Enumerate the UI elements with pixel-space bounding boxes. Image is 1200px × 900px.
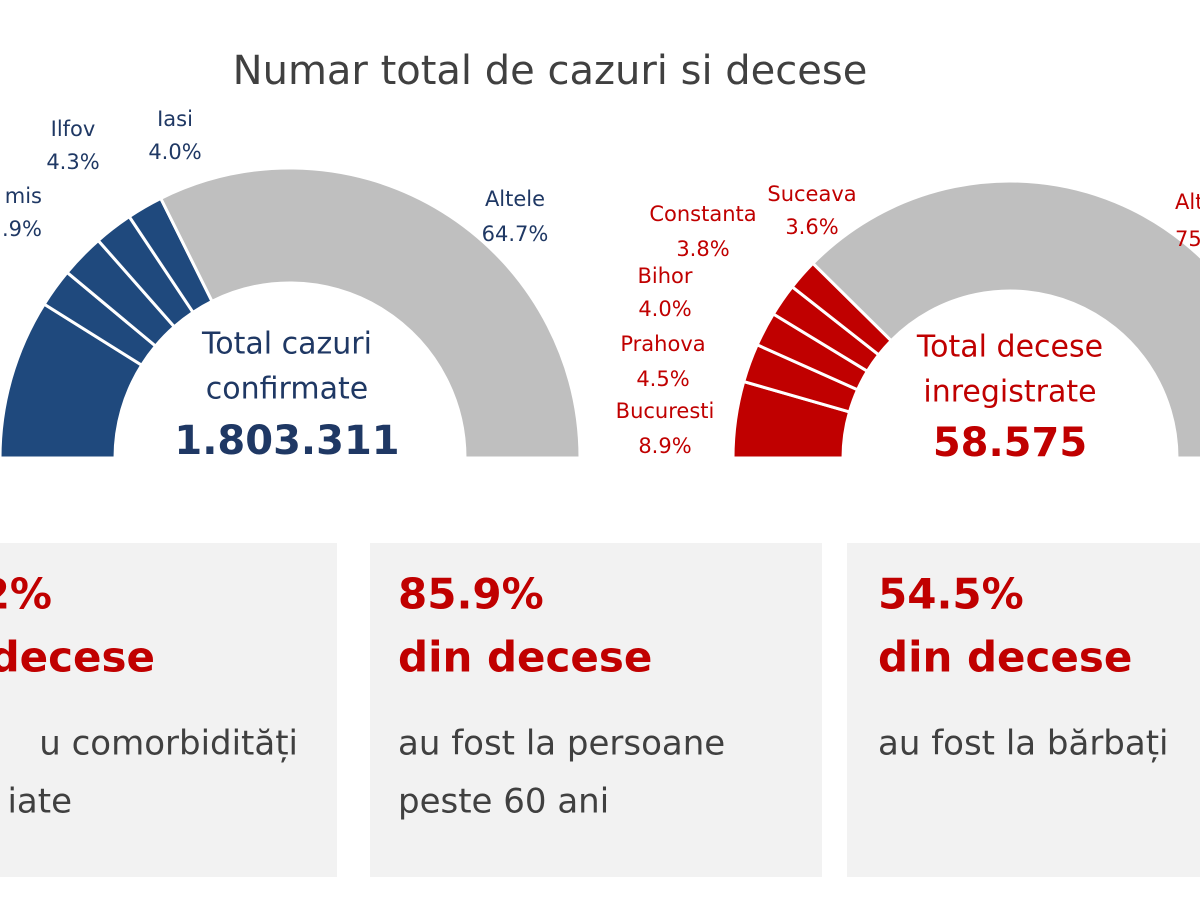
stat-box: [370, 543, 822, 877]
stat-line: au fost la persoane: [398, 724, 725, 764]
segment-label: Prahova: [620, 332, 705, 356]
stat-subhead: decese: [0, 633, 155, 682]
stat-line: iate: [7, 782, 72, 822]
stat-box: [847, 543, 1200, 877]
stat-line: u comorbidități: [39, 724, 298, 764]
segment-value: 8.9%: [638, 434, 691, 458]
stat-headline: 85.9%: [398, 570, 544, 619]
stat-headline: 54.5%: [878, 570, 1024, 619]
stat-subhead: din decese: [398, 633, 652, 682]
donut-segment: [158, 166, 582, 460]
segment-value: 64.7%: [482, 222, 549, 246]
center-total: 58.575: [933, 420, 1087, 466]
segment-value: 3.6%: [785, 215, 838, 239]
segment-value: 4.3%: [46, 150, 99, 174]
segment-label: Constanta: [649, 202, 756, 226]
stat-subhead: din decese: [878, 633, 1132, 682]
center-text: confirmate: [206, 372, 368, 407]
segment-value: 4.5%: [636, 367, 689, 391]
segment-label: Iasi: [157, 107, 193, 131]
segment-label: Altele: [485, 187, 545, 211]
stat-line: peste 60 ani: [398, 782, 609, 822]
segment-value: 4.0%: [638, 297, 691, 321]
stat-box: [0, 543, 337, 877]
segment-label: Bihor: [637, 264, 692, 288]
segment-label: Bucuresti: [616, 399, 715, 423]
segment-label: Suceava: [767, 182, 856, 206]
segment-value: .9%: [2, 217, 42, 241]
stat-line: au fost la bărbați: [878, 724, 1169, 764]
stat-headline: 2%: [0, 570, 52, 619]
segment-value: 3.8%: [676, 237, 729, 261]
center-total: 1.803.311: [174, 418, 399, 464]
segment-label: Ilfov: [51, 117, 96, 141]
segment-value: 75: [1175, 227, 1200, 251]
donut-segment: [810, 179, 1200, 460]
center-text: Total cazuri: [201, 327, 372, 362]
segment-label: Alt: [1175, 190, 1200, 214]
segment-value: 4.0%: [148, 140, 201, 164]
center-text: Total decese: [916, 330, 1103, 365]
segment-label: mis: [5, 184, 42, 208]
center-text: inregistrate: [923, 375, 1096, 410]
title: Numar total de cazuri si decese: [233, 48, 868, 94]
